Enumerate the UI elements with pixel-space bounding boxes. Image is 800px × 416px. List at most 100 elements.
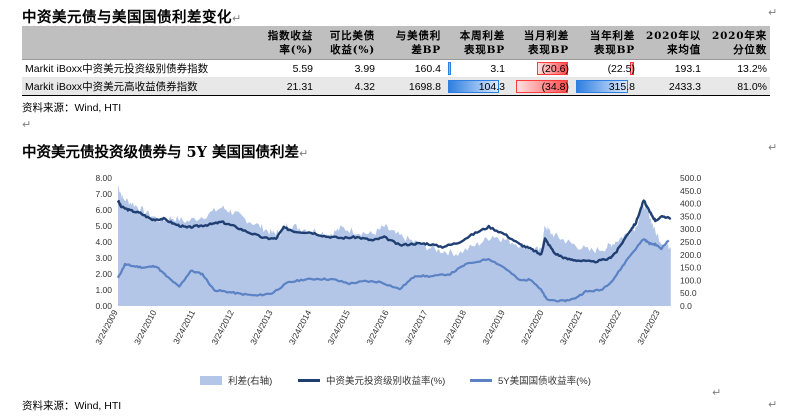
table-cell: 3.99 [316,59,378,78]
x-tick-label: 3/24/2020 [519,308,546,346]
legend-item-spread: 利差(右轴) [200,373,272,387]
table-cell: (20.6) [508,59,572,78]
y-left-tick-label: 2.00 [95,269,112,279]
y-left-tick-label: 3.00 [95,253,112,263]
table-cell: 193.1 [638,59,704,78]
x-tick-label: 3/24/2009 [93,308,120,346]
y-left-tick-label: 8.00 [95,173,112,183]
header-cell: 当年利差 表现BP [572,26,638,60]
y-left-tick-label: 0.00 [95,301,112,311]
x-tick-label: 3/24/2018 [442,308,469,346]
y-left-tick-label: 5.00 [95,221,112,231]
legend-swatch-area [200,375,222,385]
legend-label: 5Y美国国债收益率(%) [498,376,591,387]
x-tick-label: 3/24/2021 [558,308,585,346]
y-right-tick-label: 0.0 [680,301,692,311]
x-tick-label: 3/24/2017 [403,308,430,346]
table-cell: (22.5) [572,59,638,78]
paragraph-mark-icon: ↵ [768,398,778,411]
y-left-tick-label: 7.00 [95,189,112,199]
header-cell [22,26,258,60]
table-cell: (34.8) [508,77,572,96]
series-line-ust-yield [116,238,670,303]
y-right-tick-label: 150.0 [680,263,702,273]
table-source: 资料来源：Wind, HTI [22,102,122,114]
y-left-tick-label: 6.00 [95,205,112,215]
y-right-tick-label: 450.0 [680,186,702,196]
table-cell: 3.1 [444,59,508,78]
table-cell: 21.31 [258,77,316,96]
paragraph-mark-icon: ↵ [22,118,32,131]
legend-label: 中资美元投资级别收益率(%) [326,376,446,387]
header-cell: 2020年以 来均值 [638,26,704,60]
spread-chart: 0.00 1.00 2.00 3.00 4.00 5.00 6.00 7.00 8.00 0.0 5… [93,173,702,346]
data-bar [515,80,568,93]
legend-item-ig-yield: 中资美元投资级别收益率(%) [298,373,445,387]
table-cell: 160.4 [378,59,444,78]
x-tick-label: 3/24/2016 [364,308,391,346]
cell-value: (34.8) [541,80,569,93]
header-cell: 与美债利 差BP [378,26,444,60]
table-cell: 104.3 [444,77,508,96]
table-row: Markit iBoxx中资美元投资级别债券指数 5.59 3.99 160.4 3.1… [22,59,770,78]
table-cell: 1698.8 [378,77,444,96]
series-line-ig-yield [116,199,672,264]
y-right-tick-label: 100.0 [680,275,702,285]
data-bar [630,62,634,75]
header-cell: 本周利差 表现BP [444,26,508,60]
index-name: Markit iBoxx中资美元高收益债券指数 [22,77,258,96]
x-tick-label: 3/24/2010 [132,308,159,346]
table-cell: 315.8 [572,77,638,96]
cell-value: 104.3 [478,80,505,93]
cell-value: 315.8 [608,80,635,93]
table-title: 中资美元债与美国国债利差变化↵ [22,9,242,26]
x-tick-label: 3/24/2023 [635,308,662,346]
table-cell: 4.32 [316,77,378,96]
table-header-row: 指数收益 率(%) 可比美债 收益(%) 与美债利 差BP 本周利差 表现BP 当月利差… [22,26,770,60]
index-name: Markit iBoxx中资美元投资级别债券指数 [22,59,258,78]
data-bar [576,80,628,93]
table-row: Markit iBoxx中资美元高收益债券指数 21.31 4.32 1698.8 10… [22,77,770,96]
x-tick-label: 3/24/2019 [480,308,507,346]
x-tick-label: 3/24/2012 [209,308,236,346]
legend-item-ust-yield: 5Y美国国债收益率(%) [470,373,591,387]
y-right-tick-label: 500.0 [680,173,702,183]
chart-source: 资料来源：Wind, HTI [22,400,122,412]
y-right-tick-label: 200.0 [680,250,702,260]
y-right-tick-label: 250.0 [680,237,702,247]
table-cell: 2433.3 [638,77,704,96]
y-left-tick-label: 1.00 [95,285,112,295]
data-bar [448,80,500,93]
data-bar [537,62,568,75]
legend-swatch-line [470,378,492,382]
legend-swatch-line [298,378,320,382]
y-right-tick-label: 400.0 [680,199,702,209]
x-tick-label: 3/24/2015 [325,308,352,346]
cell-value: (20.6) [541,62,569,75]
x-tick-label: 3/24/2022 [596,308,623,346]
paragraph-mark-icon: ↵ [299,147,309,160]
cell-value: (22.5) [607,62,635,75]
y-left-tick-label: 4.00 [95,237,112,247]
y-right-tick-label: 350.0 [680,211,702,221]
paragraph-mark-icon: ↵ [712,386,722,399]
x-tick-label: 3/24/2014 [287,308,314,346]
table-cell: 81.0% [704,77,770,96]
x-tick-label: 3/24/2013 [248,308,275,346]
spread-table: 指数收益 率(%) 可比美债 收益(%) 与美债利 差BP 本周利差 表现BP 当月利差… [22,26,770,96]
header-cell: 可比美债 收益(%) [316,26,378,60]
paragraph-mark-icon: ↵ [232,12,242,25]
y-right-tick-label: 50.0 [680,288,697,298]
header-cell: 2020年来 分位数 [704,26,770,60]
header-cell: 指数收益 率(%) [258,26,316,60]
data-bar [448,62,451,75]
paragraph-mark-icon: ↵ [768,141,778,154]
header-cell: 当月利差 表现BP [508,26,572,60]
paragraph-mark-icon: ↵ [768,6,778,19]
series-area-spread [118,185,671,306]
legend-label: 利差(右轴) [228,376,273,387]
y-right-tick-label: 300.0 [680,224,702,234]
chart-title: 中资美元债投资级债券与 5Y 美国国债利差↵ [22,144,309,161]
x-tick-label: 3/24/2011 [171,308,197,346]
cell-value: 3.1 [490,62,505,75]
